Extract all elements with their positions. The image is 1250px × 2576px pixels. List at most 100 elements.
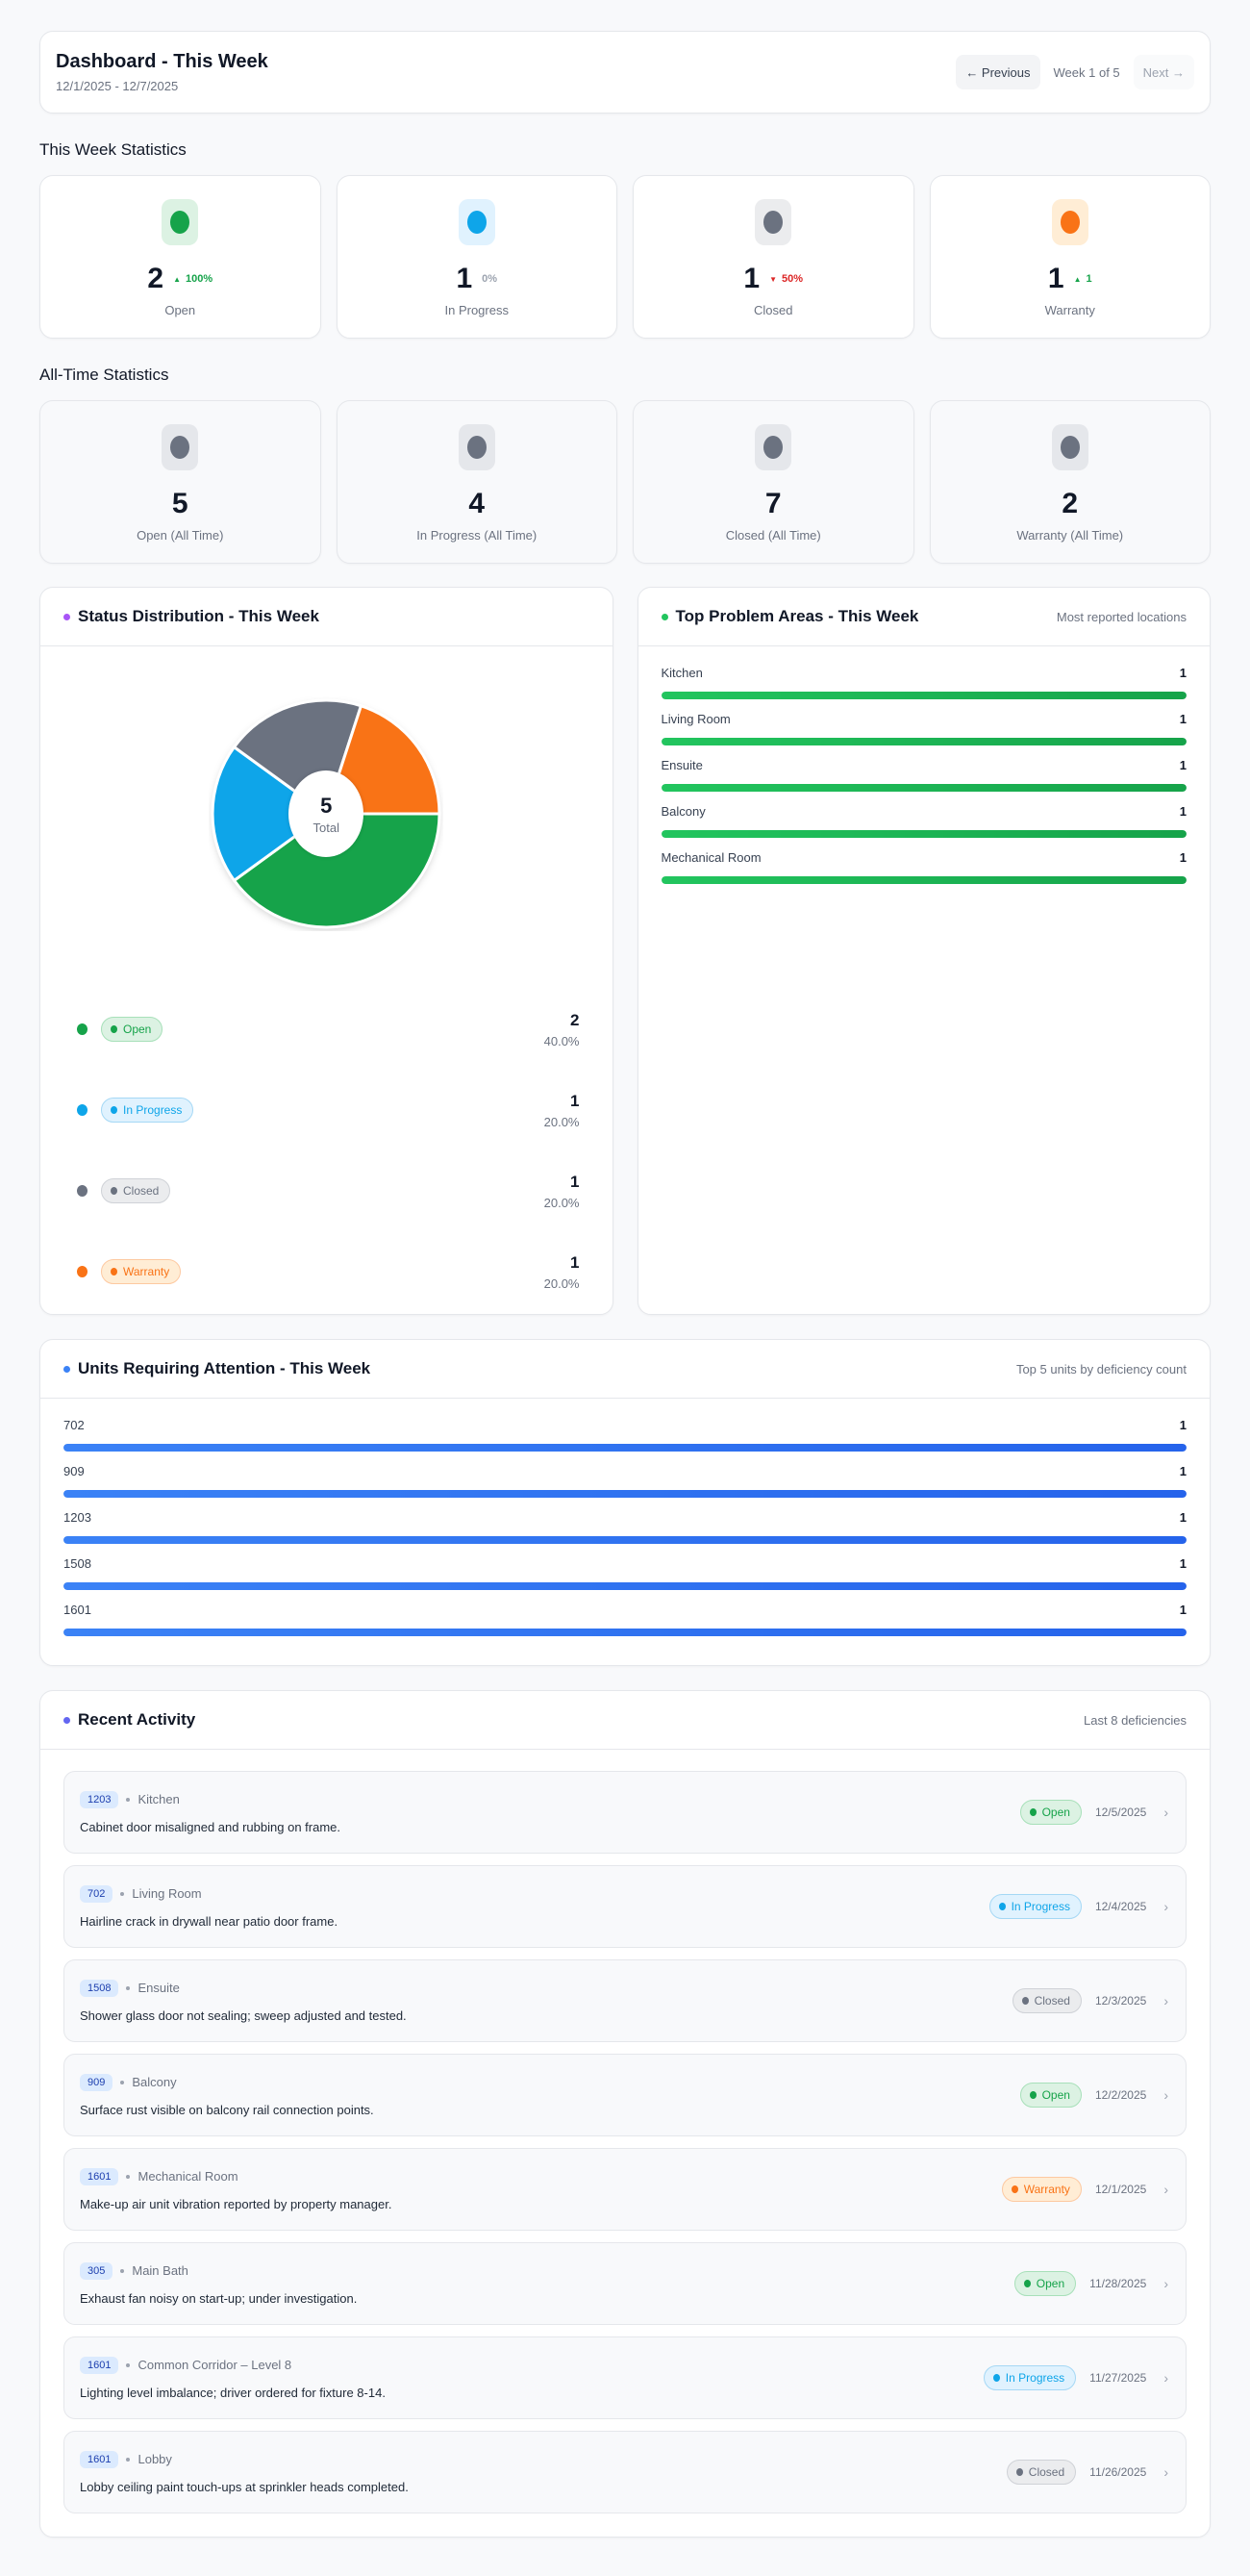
- status-dot-icon: [998, 1903, 1006, 1910]
- activity-description: Lighting level imbalance; driver ordered…: [80, 2385, 386, 2400]
- stat-card-warranty-all-time: 2 Warranty (All Time): [929, 400, 1211, 564]
- next-week-button[interactable]: Next →: [1133, 55, 1194, 89]
- bar-track: [661, 692, 1187, 699]
- status-dot-icon: [111, 1106, 117, 1114]
- chevron-right-icon[interactable]: ›: [1163, 1993, 1168, 2008]
- stat-card-open: 2 ▲ 100% Open: [39, 175, 321, 339]
- activity-item[interactable]: 1601 Common Corridor – Level 8 Lighting …: [63, 2336, 1187, 2419]
- bullet-icon: [63, 1716, 70, 1724]
- bar-label: Ensuite: [661, 758, 703, 772]
- status-dot-icon: [1051, 199, 1088, 245]
- chevron-right-icon[interactable]: ›: [1163, 2370, 1168, 2386]
- separator-dot-icon: [120, 2080, 125, 2084]
- all-time-stats: 5 Open (All Time) 4 In Progress (All Tim…: [39, 400, 1211, 564]
- legend-item: Open 2 40.0%: [77, 989, 580, 1070]
- bar-label: 702: [63, 1418, 85, 1432]
- bar-row: 702 1: [63, 1418, 1187, 1464]
- panel-subtitle: Most reported locations: [1056, 609, 1187, 624]
- date-range: 12/1/2025 - 12/7/2025: [56, 79, 179, 93]
- donut-center: 5 Total: [288, 770, 364, 857]
- activity-location: Ensuite: [138, 1981, 180, 1995]
- stat-label: In Progress (All Time): [416, 528, 538, 543]
- activity-item[interactable]: 305 Main Bath Exhaust fan noisy on start…: [63, 2242, 1187, 2325]
- legend-item: In Progress 1 20.0%: [77, 1070, 580, 1150]
- bar-label: Kitchen: [661, 666, 703, 680]
- activity-item[interactable]: 1601 Mechanical Room Make-up air unit vi…: [63, 2148, 1187, 2231]
- legend-percent: 20.0%: [543, 1275, 580, 1291]
- stat-value: 1: [456, 263, 473, 294]
- bar-track: [661, 876, 1187, 884]
- bar-fill: [63, 1629, 1187, 1636]
- bar-track: [63, 1490, 1187, 1498]
- status-badge: Open: [1019, 1800, 1082, 1825]
- activity-description: Exhaust fan noisy on start-up; under inv…: [80, 2290, 358, 2306]
- trend-down-icon: ▼: [769, 274, 778, 284]
- activity-description: Make-up air unit vibration reported by p…: [80, 2196, 392, 2211]
- stat-card-closed-all-time: 7 Closed (All Time): [633, 400, 914, 564]
- stat-card-warranty: 1 ▲ 1 Warranty: [929, 175, 1211, 339]
- bar-count: 1: [1179, 712, 1187, 726]
- stat-label: In Progress: [444, 303, 509, 317]
- legend-dot-icon: [77, 1104, 88, 1116]
- status-dot-icon: [111, 1268, 117, 1275]
- activity-item[interactable]: 702 Living Room Hairline crack in drywal…: [63, 1865, 1187, 1948]
- status-dot-icon: [111, 1187, 117, 1195]
- stat-label: Warranty (All Time): [1016, 528, 1124, 543]
- unit-chip: 702: [80, 1884, 113, 1903]
- legend-dot-icon: [77, 1266, 88, 1277]
- chevron-right-icon[interactable]: ›: [1163, 2182, 1168, 2197]
- status-dot-icon: [162, 424, 199, 470]
- activity-date: 12/2/2025: [1094, 2088, 1147, 2102]
- panel-subtitle: Top 5 units by deficiency count: [1015, 1361, 1187, 1376]
- bar-count: 1: [1179, 850, 1187, 865]
- pie-slice: [232, 812, 441, 929]
- bar-fill: [661, 830, 1187, 838]
- bar-fill: [661, 876, 1187, 884]
- bar-label: 909: [63, 1464, 85, 1478]
- activity-item[interactable]: 1508 Ensuite Shower glass door not seali…: [63, 1959, 1187, 2042]
- stat-delta: ▲ 1: [1073, 273, 1092, 285]
- previous-week-button[interactable]: ← Previous: [956, 55, 1040, 89]
- donut-total-label: Total: [312, 820, 339, 835]
- top-problem-areas-panel: Top Problem Areas - This Week Most repor…: [637, 587, 1211, 1315]
- activity-item[interactable]: 909 Balcony Surface rust visible on balc…: [63, 2054, 1187, 2136]
- activity-description: Cabinet door misaligned and rubbing on f…: [80, 1819, 341, 1834]
- bar-row: Ensuite 1: [661, 758, 1187, 804]
- bar-row: Mechanical Room 1: [661, 850, 1187, 897]
- activity-date: 11/27/2025: [1089, 2371, 1147, 2385]
- bar-fill: [63, 1490, 1187, 1498]
- activity-item[interactable]: 1203 Kitchen Cabinet door misaligned and…: [63, 1771, 1187, 1854]
- chevron-right-icon[interactable]: ›: [1163, 1805, 1168, 1820]
- status-dot-icon: [458, 424, 495, 470]
- activity-description: Lobby ceiling paint touch-ups at sprinkl…: [80, 2479, 409, 2494]
- activity-date: 12/4/2025: [1094, 1900, 1147, 1913]
- status-dot-icon: [1015, 2468, 1023, 2476]
- stat-value: 1: [743, 263, 761, 294]
- stat-label: Open: [164, 303, 196, 317]
- stat-value: 7: [764, 488, 782, 519]
- chevron-right-icon[interactable]: ›: [1163, 2464, 1168, 2480]
- status-badge: Warranty: [101, 1259, 182, 1284]
- bar-track: [63, 1582, 1187, 1590]
- bar-label: Mechanical Room: [661, 850, 762, 865]
- chevron-right-icon[interactable]: ›: [1163, 2276, 1168, 2291]
- problem-area-bars: Kitchen 1 Living Room 1 Ensuite 1 Balcon…: [638, 646, 1211, 897]
- activity-location: Kitchen: [138, 1792, 180, 1806]
- legend-count: 2: [570, 1010, 580, 1029]
- stat-delta: ▼ 50%: [769, 273, 804, 285]
- this-week-statistics-heading: This Week Statistics: [39, 140, 187, 159]
- panel-subtitle: Last 8 deficiencies: [1084, 1712, 1187, 1728]
- bar-count: 1: [1179, 758, 1187, 772]
- status-badge: Warranty: [1001, 2177, 1082, 2202]
- unit-chip: 305: [80, 2261, 113, 2280]
- stat-card-closed: 1 ▼ 50% Closed: [633, 175, 914, 339]
- page-title: Dashboard - This Week: [56, 51, 268, 72]
- donut-total: 5: [320, 793, 333, 818]
- status-dot-icon: [755, 424, 792, 470]
- status-dot-icon: [458, 199, 495, 245]
- bar-count: 1: [1179, 1418, 1187, 1432]
- chevron-right-icon[interactable]: ›: [1163, 1899, 1168, 1914]
- activity-item[interactable]: 1601 Lobby Lobby ceiling paint touch-ups…: [63, 2431, 1187, 2513]
- chevron-right-icon[interactable]: ›: [1163, 2087, 1168, 2103]
- activity-location: Balcony: [132, 2075, 177, 2089]
